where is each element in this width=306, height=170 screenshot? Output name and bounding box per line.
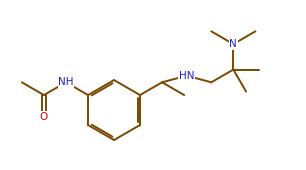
Text: NH: NH bbox=[58, 77, 74, 87]
Text: N: N bbox=[230, 39, 237, 49]
Text: O: O bbox=[40, 112, 48, 122]
Text: HN: HN bbox=[179, 71, 194, 81]
